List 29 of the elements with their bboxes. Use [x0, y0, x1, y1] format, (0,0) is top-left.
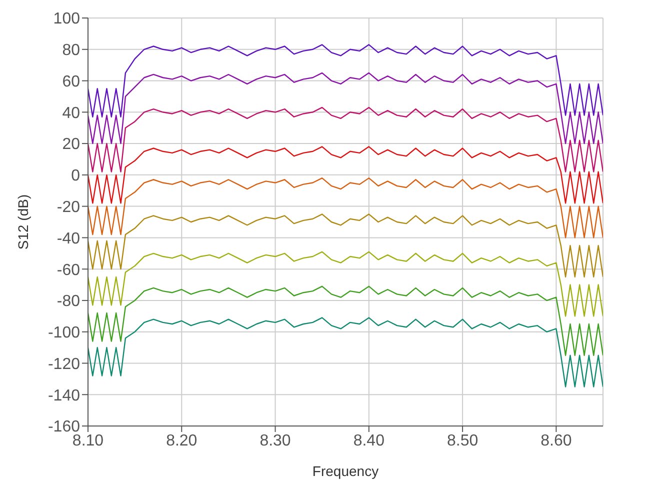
y-tick-label: 80: [62, 42, 80, 60]
y-tick-label: -120: [48, 356, 80, 373]
y-tick-label: -140: [48, 387, 80, 404]
y-tick-label: 0: [71, 168, 80, 185]
y-tick-label: -40: [56, 230, 80, 248]
y-tick-label: 100: [53, 10, 80, 28]
y-tick-label: 20: [62, 136, 80, 154]
line-series: [88, 251, 603, 317]
y-tick-label: 60: [62, 73, 80, 90]
y-tick-label: -100: [48, 324, 80, 342]
x-tick-label: 8.40: [353, 432, 385, 450]
x-tick-label: 8.20: [166, 432, 198, 450]
x-tick-label: 8.60: [540, 432, 572, 450]
line-series: [88, 286, 603, 356]
y-tick-label: -20: [56, 198, 80, 216]
line-series: [88, 44, 603, 118]
x-tick-label: 8.30: [260, 432, 291, 450]
line-series: [88, 177, 603, 238]
line-series: [88, 214, 603, 278]
y-tick-label: -80: [56, 293, 80, 310]
line-series: [88, 317, 603, 388]
y-axis-title: S12 (dB): [14, 194, 31, 250]
line-series: [88, 72, 603, 144]
x-tick-label: 8.50: [446, 432, 478, 450]
y-tick-label: -60: [56, 262, 80, 279]
x-axis-title: Frequency: [312, 463, 379, 479]
line-series: [88, 106, 603, 172]
line-series: [88, 146, 603, 204]
y-tick-label: 40: [62, 104, 80, 122]
